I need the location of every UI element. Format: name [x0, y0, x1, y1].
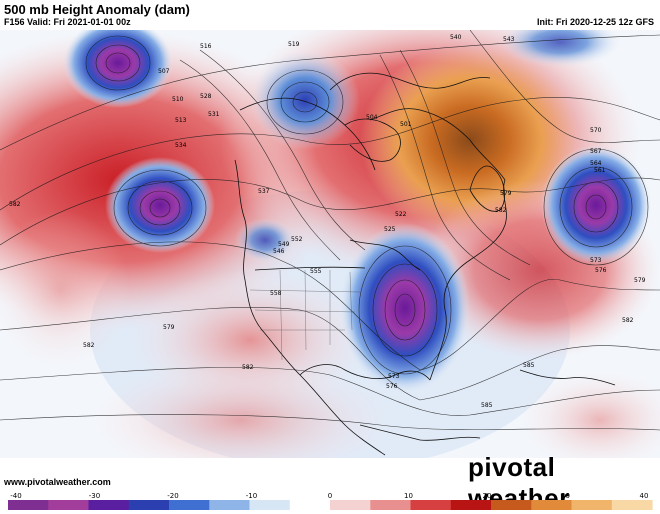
contour-label: 564	[590, 160, 602, 167]
colorbar-swatch	[450, 500, 492, 510]
contour-label: 501	[400, 121, 412, 128]
contour-label: 504	[366, 114, 378, 121]
colorbar-swatch	[249, 500, 291, 510]
contour-label: 552	[291, 236, 303, 243]
contour-label: 576	[386, 383, 398, 390]
header: 500 mb Height Anomaly (dam) F156 Valid: …	[0, 0, 660, 30]
colorbar-swatch	[571, 500, 613, 510]
contour-label: 573	[590, 257, 602, 264]
colorbar-swatch	[410, 500, 452, 510]
height-contours	[0, 30, 660, 431]
contour-label: 549	[278, 241, 290, 248]
contour-label: 576	[595, 267, 607, 274]
contour-label: 507	[158, 68, 170, 75]
colorbar-swatch	[128, 500, 170, 510]
colorbar-swatch	[48, 500, 90, 510]
contour-label: 585	[481, 402, 493, 409]
contour-label: 510	[172, 96, 184, 103]
contour-label: 546	[273, 248, 285, 255]
contour-label: 579	[500, 190, 512, 197]
colorbar-swatch	[209, 500, 251, 510]
colorbar-tick-label: 10	[404, 492, 413, 500]
contour-label: 570	[590, 127, 602, 134]
contour-label: 582	[9, 201, 21, 208]
contour-label: 582	[622, 317, 634, 324]
contour-label: 579	[634, 277, 646, 284]
contour-label: 579	[163, 324, 175, 331]
valid-time: F156 Valid: Fri 2021-01-01 00z	[4, 17, 131, 27]
contour-label: 555	[310, 268, 322, 275]
contour-label: 540	[450, 34, 462, 41]
contour-label: 516	[200, 43, 212, 50]
state-borders	[249, 269, 361, 361]
colorbar-swatch	[289, 500, 331, 510]
contour-label: 531	[208, 111, 220, 118]
colorbar-swatch	[491, 500, 532, 510]
contour-label: 567	[590, 148, 602, 155]
contour-label: 513	[175, 117, 187, 124]
colorbar-swatch	[611, 500, 653, 510]
colorbar-tick-label: -10	[246, 492, 257, 500]
anomaly-fill	[0, 30, 660, 458]
contour-label: 582	[495, 207, 507, 214]
colorbar-swatch	[88, 500, 130, 510]
colorbar-swatch	[169, 500, 210, 510]
colorbar-swatch	[8, 500, 49, 510]
colorbar: -40 -30 -20 -10 0 10 20 30 40	[8, 492, 653, 510]
source-url: www.pivotalweather.com	[4, 477, 111, 487]
colorbar-swatch	[531, 500, 573, 510]
contour-label: 528	[200, 93, 212, 100]
contour-label: 582	[242, 364, 254, 371]
contour-label: 519	[288, 41, 300, 48]
colorbar-tick-label: 30	[561, 492, 570, 500]
colorbar-swatches	[8, 500, 653, 510]
contour-label: 522	[395, 211, 407, 218]
contour-label: 543	[503, 36, 515, 43]
anomaly-map: 540 543 570 567 564 561 573 576 579 582 …	[0, 30, 660, 458]
colorbar-tick-label: 20	[483, 492, 492, 500]
contour-label: 561	[594, 167, 606, 174]
contour-labels: 540 543 570 567 564 561 573 576 579 582 …	[9, 34, 646, 409]
colorbar-swatch	[330, 500, 371, 510]
colorbar-tick-label: -20	[167, 492, 178, 500]
contour-label: 537	[258, 188, 270, 195]
colorbar-ticks: -40 -30 -20 -10 0 10 20 30 40	[10, 492, 648, 500]
contour-label: 573	[388, 373, 400, 380]
init-time: Init: Fri 2020-12-25 12z GFS	[536, 17, 654, 27]
colorbar-tick-label: -30	[89, 492, 100, 500]
contour-label: 585	[523, 362, 535, 369]
colorbar-tick-label: -40	[10, 492, 21, 500]
colorbar-tick-label: 0	[328, 492, 332, 500]
contour-label: 582	[83, 342, 95, 349]
colorbar-tick-label: 40	[640, 492, 649, 500]
contour-label: 525	[384, 226, 396, 233]
colorbar-swatch	[370, 500, 412, 510]
contour-label: 534	[175, 142, 187, 149]
chart-title: 500 mb Height Anomaly (dam)	[4, 2, 190, 17]
contour-label: 558	[270, 290, 282, 297]
